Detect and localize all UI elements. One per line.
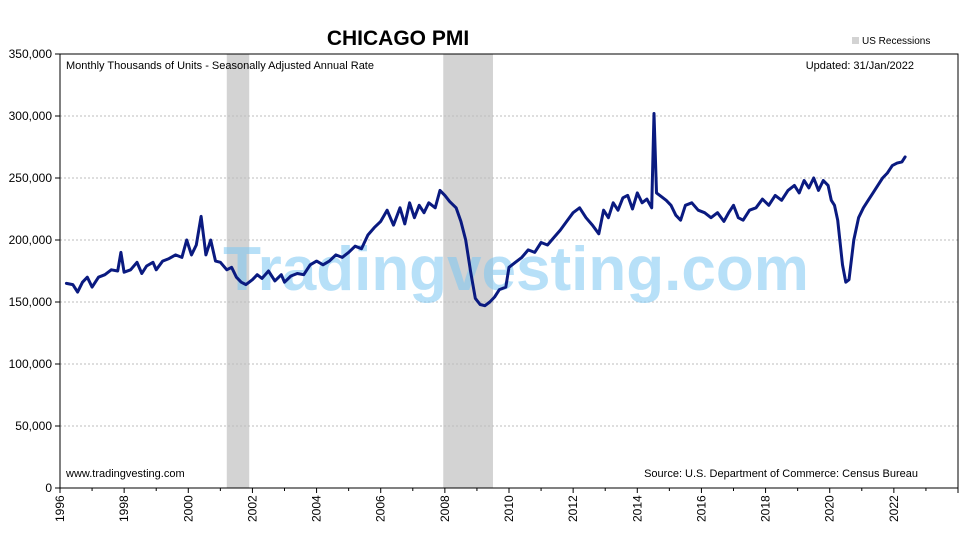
chart-subtitle: Monthly Thousands of Units - Seasonally … <box>66 60 374 72</box>
series-line-chicago-pmi <box>64 112 907 308</box>
x-tick-label-12: 2020 <box>823 495 837 522</box>
x-tick-label-5: 2006 <box>374 495 388 522</box>
y-tick-label-3: 150,000 <box>9 295 53 309</box>
y-tick-label-5: 250,000 <box>9 171 53 185</box>
x-axis: 1996 1998 2000 2002 2004 2006 2008 2010 2012 2014… <box>53 488 959 522</box>
x-tick-label-1: 1998 <box>117 495 131 522</box>
x-tick-label-4: 2004 <box>310 495 324 522</box>
x-tick-label-7: 2010 <box>502 495 516 522</box>
y-axis: 0 50,000 100,000 150,000 200,000 250,000 300,0… <box>9 47 60 495</box>
y-tick-label-2: 100,000 <box>9 357 53 371</box>
legend-swatch-us-recessions <box>852 37 859 44</box>
recession-bands <box>226 54 493 488</box>
x-tick-label-3: 2002 <box>245 495 259 522</box>
x-tick-label-13: 2022 <box>887 495 901 522</box>
y-tick-label-7: 350,000 <box>9 47 53 61</box>
legend: US Recessions <box>852 36 930 47</box>
source-label: Source: U.S. Department of Commerce: Cen… <box>644 468 918 480</box>
x-tick-label-0: 1996 <box>53 495 67 522</box>
y-tick-label-6: 300,000 <box>9 109 53 123</box>
x-tick-label-6: 2008 <box>438 495 452 522</box>
recession-band-0 <box>226 54 250 488</box>
chart-title: CHICAGO PMI <box>327 27 469 50</box>
x-tick-label-11: 2018 <box>759 495 773 522</box>
watermark: Tradingvesting.com <box>223 235 809 304</box>
y-tick-label-1: 50,000 <box>15 419 52 433</box>
x-tick-label-8: 2012 <box>566 495 580 522</box>
y-tick-label-0: 0 <box>45 481 52 495</box>
x-tick-label-10: 2016 <box>694 495 708 522</box>
y-tick-label-4: 200,000 <box>9 233 53 247</box>
legend-label-us-recessions: US Recessions <box>862 36 930 47</box>
gridlines <box>60 115 958 427</box>
x-tick-label-2: 2000 <box>181 495 195 522</box>
recession-band-1 <box>443 54 493 488</box>
website-label: www.tradingvesting.com <box>65 468 185 480</box>
x-tick-label-9: 2014 <box>630 495 644 522</box>
updated-label: Updated: 31/Jan/2022 <box>806 60 914 72</box>
